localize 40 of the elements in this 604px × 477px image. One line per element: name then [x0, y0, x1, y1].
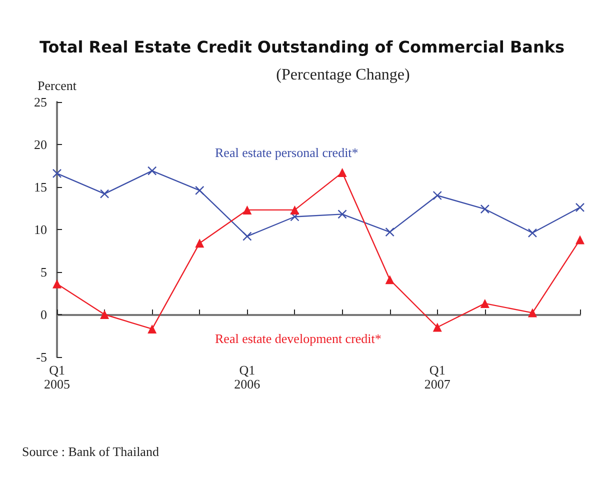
y-tick-label: 10: [34, 222, 47, 237]
source-note: Source : Bank of Thailand: [22, 444, 160, 459]
y-axis-title: Percent: [38, 78, 77, 93]
x-tick-label: Q1 2006: [234, 362, 261, 392]
point: [195, 186, 204, 195]
y-tick-label: 25: [34, 94, 47, 110]
point: [528, 308, 537, 318]
point: [432, 190, 442, 200]
text: Real estate development credit*: [215, 331, 382, 346]
point: [242, 232, 252, 241]
y-tick-label: 20: [34, 137, 47, 152]
point: [576, 235, 584, 244]
point: [575, 202, 585, 212]
point: [148, 324, 157, 334]
y-tick-label: -5: [36, 350, 47, 364]
point: [338, 210, 347, 219]
point: [100, 310, 110, 319]
point: [290, 205, 300, 214]
y-tick-label: 15: [34, 180, 47, 194]
point: [480, 298, 490, 308]
point: [147, 166, 157, 176]
point: [100, 189, 110, 198]
point: [290, 212, 300, 222]
point: [385, 275, 394, 284]
y-tick-label: 0: [40, 307, 47, 322]
chart-title: Total Real Estate Credit Outstanding of Commercial Banks: [40, 38, 564, 56]
x-tick-label: Q1 2007: [424, 362, 451, 392]
point: [52, 279, 62, 288]
text: Real estate personal credit*: [215, 145, 358, 160]
chart-subtitle: (Percentage Change): [276, 66, 410, 84]
point: [195, 238, 204, 248]
point: [385, 227, 394, 237]
x-tick-label: Q1 2005: [44, 362, 70, 392]
point: [52, 168, 62, 178]
point: [528, 228, 538, 238]
point: [242, 205, 252, 214]
y-tick-label: 5: [40, 264, 47, 280]
point: [480, 204, 490, 214]
point: [432, 322, 442, 332]
point: [338, 168, 347, 178]
